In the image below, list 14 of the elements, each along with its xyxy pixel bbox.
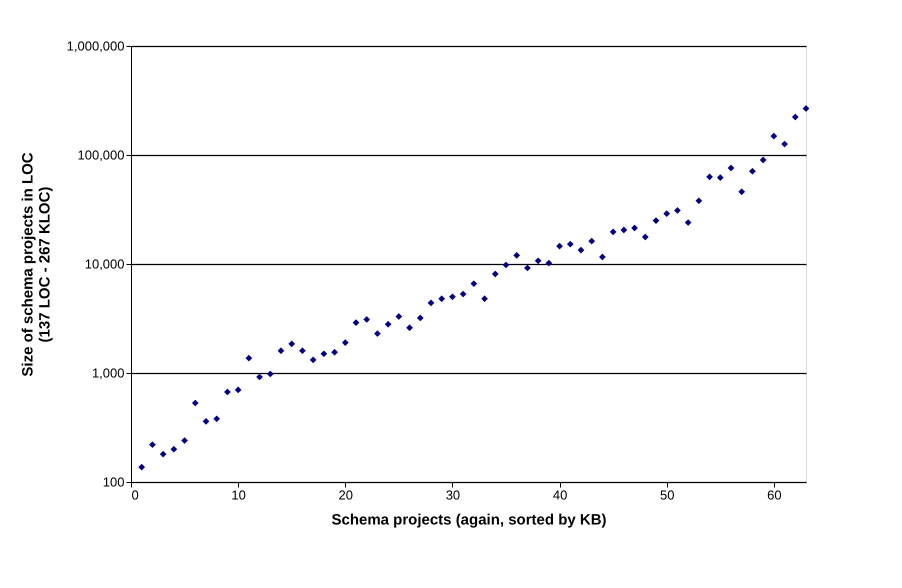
x-tick-label: 50 xyxy=(660,488,674,502)
x-axis-title: Schema projects (again, sorted by KB) xyxy=(331,512,607,528)
y-tick-label: 1,000,000 xyxy=(66,38,124,54)
y-tick-label: 100 xyxy=(102,474,124,490)
x-tick-label: 40 xyxy=(552,488,568,502)
y-tick-label: 10,000 xyxy=(84,256,124,272)
x-tick-label: 20 xyxy=(338,488,354,502)
x-tick-label: 10 xyxy=(231,488,246,502)
y-axis-title: Size of schema projects in LOC (137 LOC - 267 KLOC) xyxy=(20,152,54,377)
x-tick-label: 0 xyxy=(132,488,139,502)
y-tick-label: 1,000 xyxy=(92,366,124,380)
x-tick-label: 30 xyxy=(446,488,460,502)
x-tick-label: 60 xyxy=(767,488,782,502)
y-tick-label: 100,000 xyxy=(78,148,124,162)
